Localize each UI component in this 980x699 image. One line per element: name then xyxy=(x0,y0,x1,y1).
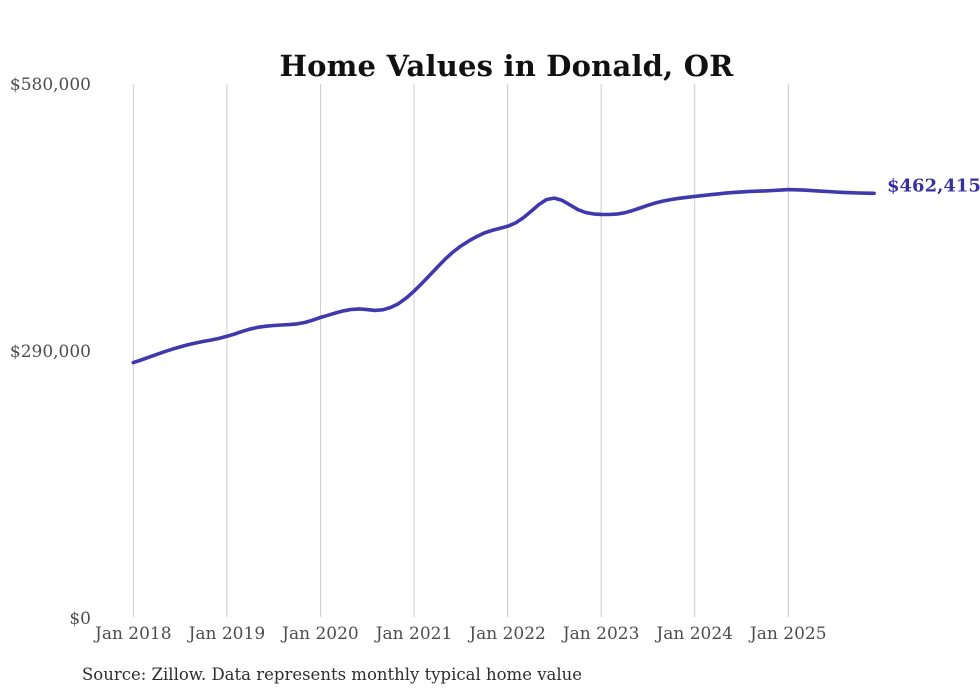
x-axis-tick-label: Jan 2021 xyxy=(375,624,453,644)
x-axis-tick-label: Jan 2024 xyxy=(656,624,733,644)
x-axis-tick-label: Jan 2025 xyxy=(749,624,827,644)
y-axis-tick-label: $580,000 xyxy=(9,75,91,95)
source-note: Source: Zillow. Data represents monthly … xyxy=(82,665,583,684)
chart-title: Home Values in Donald, OR xyxy=(279,49,734,84)
y-axis-tick-label: $290,000 xyxy=(9,342,91,362)
x-axis-tick-label: Jan 2018 xyxy=(95,624,172,644)
x-axis-tick-label: Jan 2022 xyxy=(469,624,546,644)
home-value-line xyxy=(131,187,876,365)
y-axis-tick-label: $0 xyxy=(69,609,91,629)
latest-value-label: $462,415 xyxy=(887,175,980,197)
x-axis-tick-label: Jan 2019 xyxy=(188,624,266,644)
x-axis-tick-label: Jan 2020 xyxy=(282,624,359,644)
x-axis-tick-label: Jan 2023 xyxy=(562,624,640,644)
